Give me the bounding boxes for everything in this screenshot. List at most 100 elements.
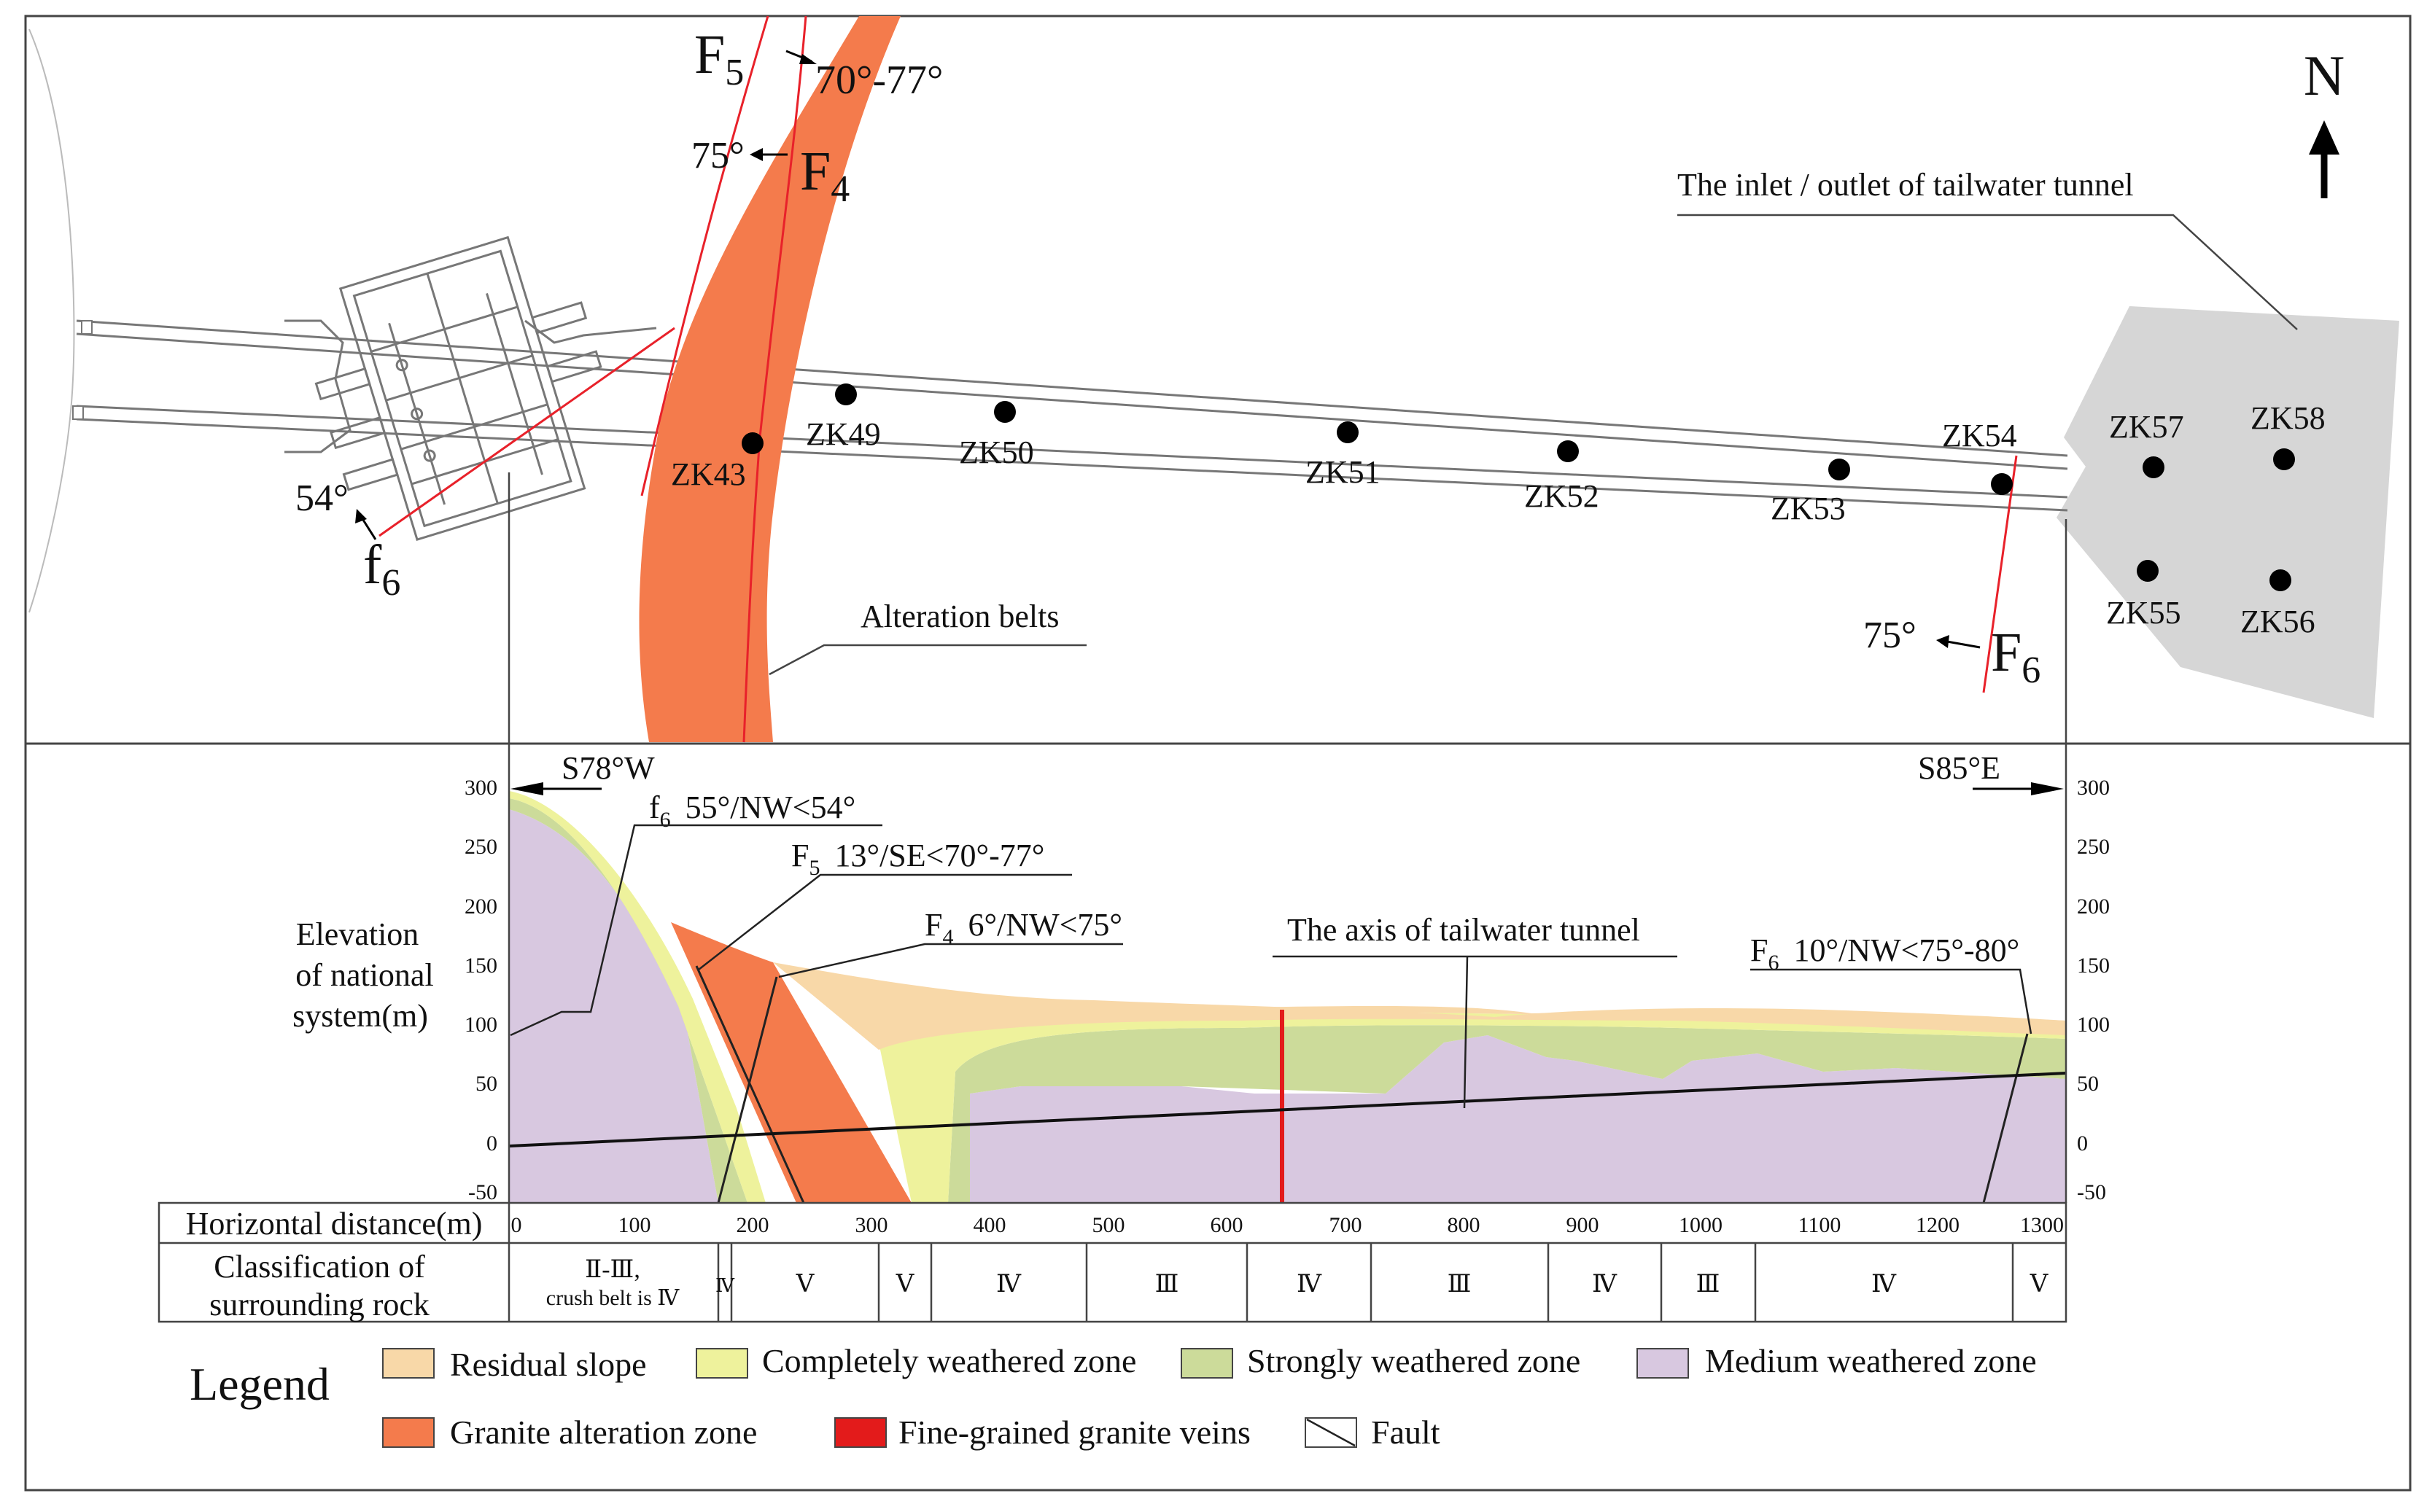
distance-label: Horizontal distance(m) bbox=[186, 1206, 483, 1242]
strongly-weathered-zone bbox=[948, 1025, 2066, 1203]
svg-text:Ⅲ: Ⅲ bbox=[1155, 1271, 1179, 1298]
svg-text:Ⅳ: Ⅳ bbox=[715, 1275, 735, 1296]
svg-text:crush belt is Ⅳ: crush belt is Ⅳ bbox=[546, 1286, 680, 1310]
svg-text:0: 0 bbox=[486, 1131, 497, 1156]
borehole-label: ZK51 bbox=[1305, 454, 1380, 490]
svg-text:250: 250 bbox=[2077, 835, 2110, 859]
borehole-label: ZK57 bbox=[2109, 409, 2184, 445]
legend-swatch-medium bbox=[1636, 1348, 1689, 1379]
classification-table: Horizontal distance(m) 0 100 200 300 400… bbox=[158, 1201, 2067, 1323]
class-cells: Ⅱ-Ⅲ, crush belt is Ⅳ Ⅳ Ⅴ Ⅴ Ⅳ Ⅲ Ⅳ Ⅲ Ⅳ Ⅲ Ⅳ… bbox=[546, 1256, 2049, 1310]
fault-f6-angle: 54° bbox=[295, 478, 349, 519]
axis-leader bbox=[1273, 955, 1677, 1109]
distance-ticks: 0 100 200 300 400 500 600 700 800 900 10… bbox=[511, 1213, 2065, 1237]
section-label-F4: F4 6°/NW<75° bbox=[778, 907, 1123, 978]
legend-fault-line bbox=[1306, 1418, 1356, 1447]
borehole-label: ZK50 bbox=[959, 434, 1034, 470]
svg-text:200: 200 bbox=[737, 1213, 769, 1237]
svg-text:100: 100 bbox=[618, 1213, 651, 1237]
alteration-leader bbox=[769, 644, 1087, 676]
axis-label: The axis of tailwater tunnel bbox=[1287, 912, 1640, 948]
svg-text:S85°E: S85°E bbox=[1918, 750, 2000, 786]
plan-view: N The inlet / outlet of tailwater tunnel… bbox=[28, 15, 2399, 784]
direction-right: S85°E bbox=[1918, 750, 2064, 795]
svg-text:Ⅲ: Ⅲ bbox=[1696, 1271, 1720, 1298]
medium-weathered-zone bbox=[509, 809, 2066, 1203]
elevation-title: Elevation of national system(m) bbox=[292, 916, 434, 1034]
svg-text:-50: -50 bbox=[2077, 1180, 2106, 1204]
borehole-label: ZK55 bbox=[2106, 595, 2181, 631]
svg-text:surrounding rock: surrounding rock bbox=[209, 1287, 430, 1322]
svg-text:700: 700 bbox=[1329, 1213, 1362, 1237]
legend-title: Legend bbox=[190, 1358, 330, 1410]
svg-text:300: 300 bbox=[465, 776, 497, 800]
tunnel-lines bbox=[76, 319, 2068, 512]
borehole-ZK51 bbox=[1337, 421, 1359, 443]
borehole-ZK55 bbox=[2137, 560, 2159, 582]
borehole-ZK50 bbox=[994, 401, 1016, 423]
fault-F5-trace bbox=[640, 15, 769, 496]
svg-text:50: 50 bbox=[475, 1072, 497, 1096]
residual-slope-cover bbox=[773, 962, 2066, 1050]
fault-F4-name: F4 bbox=[800, 141, 850, 210]
borehole-ZK49 bbox=[835, 383, 857, 405]
svg-text:900: 900 bbox=[1566, 1213, 1599, 1237]
class-dividers bbox=[717, 1243, 2014, 1322]
borehole-ZK52 bbox=[1557, 440, 1579, 462]
svg-text:800: 800 bbox=[1448, 1213, 1480, 1237]
borehole-ZK43 bbox=[742, 432, 764, 454]
legend-swatch-veins bbox=[834, 1417, 887, 1448]
legend-label: Granite alteration zone bbox=[450, 1414, 757, 1451]
fault-f6-name: f6 bbox=[363, 534, 400, 604]
borehole-label: ZK56 bbox=[2240, 604, 2315, 639]
svg-text:Ⅲ: Ⅲ bbox=[1448, 1271, 1472, 1298]
legend: Legend Residual slope Completely weather… bbox=[190, 1342, 2037, 1451]
completely-weathered-zone-left bbox=[509, 791, 766, 1203]
legend-label: Fine-grained granite veins bbox=[898, 1414, 1251, 1451]
svg-text:-50: -50 bbox=[468, 1180, 497, 1204]
svg-text:600: 600 bbox=[1211, 1213, 1243, 1237]
svg-text:Ⅴ: Ⅴ bbox=[896, 1271, 915, 1298]
svg-text:200: 200 bbox=[465, 895, 497, 919]
borehole-label: ZK54 bbox=[1942, 418, 2017, 453]
legend-label: Fault bbox=[1371, 1414, 1440, 1451]
svg-text:of national: of national bbox=[295, 957, 433, 993]
outlet-area bbox=[2057, 306, 2399, 718]
svg-text:300: 300 bbox=[2077, 776, 2110, 800]
fault-F4-trace bbox=[742, 15, 807, 743]
completely-weathered-zone bbox=[879, 1012, 2066, 1203]
legend-label: Strongly weathered zone bbox=[1247, 1342, 1580, 1379]
fault-F5-angle: 70°-77° bbox=[815, 58, 943, 103]
figure-frame bbox=[24, 15, 2412, 1492]
branch-tunnel bbox=[284, 319, 352, 453]
tunnel-axis-line bbox=[508, 1072, 2067, 1147]
branch-tunnel bbox=[524, 319, 657, 344]
svg-text:Ⅳ: Ⅳ bbox=[1297, 1271, 1322, 1298]
fault-F6-name: F6 bbox=[1991, 622, 2040, 691]
svg-text:1200: 1200 bbox=[1916, 1213, 1960, 1237]
svg-text:Ⅳ: Ⅳ bbox=[996, 1271, 1022, 1298]
alteration-belt bbox=[639, 16, 901, 742]
borehole-label: ZK52 bbox=[1524, 478, 1599, 514]
svg-text:Ⅳ: Ⅳ bbox=[1592, 1271, 1617, 1298]
borehole-ZK53 bbox=[1828, 459, 1850, 480]
boreholes: ZK43 ZK49 ZK50 ZK51 ZK52 ZK53 ZK54 ZK57 … bbox=[671, 383, 2326, 639]
section-label-F6: F6 10°/NW<75°-80° bbox=[1750, 932, 2032, 1034]
svg-text:S78°W: S78°W bbox=[562, 750, 655, 786]
tunnel-end-marker bbox=[72, 405, 84, 420]
svg-text:Classification of: Classification of bbox=[214, 1249, 425, 1285]
legend-label: Residual slope bbox=[450, 1346, 647, 1383]
granite-alteration-zone bbox=[671, 922, 912, 1203]
elevation-axis-right: 300 250 200 150 100 50 0 -50 bbox=[2077, 776, 2110, 1204]
svg-text:100: 100 bbox=[2077, 1013, 2110, 1037]
fault-F4-label: 75° F4 bbox=[691, 135, 850, 210]
elevation-axis-left: 300 250 200 150 100 50 0 -50 bbox=[465, 776, 497, 1204]
plan-fault-lines bbox=[378, 15, 2018, 743]
borehole-ZK56 bbox=[2269, 569, 2291, 591]
class-label: Classification of surrounding rock bbox=[209, 1249, 430, 1322]
legend-swatch-strongly bbox=[1181, 1348, 1233, 1379]
fault-f6-trace bbox=[378, 327, 675, 537]
svg-text:1100: 1100 bbox=[1798, 1213, 1841, 1237]
